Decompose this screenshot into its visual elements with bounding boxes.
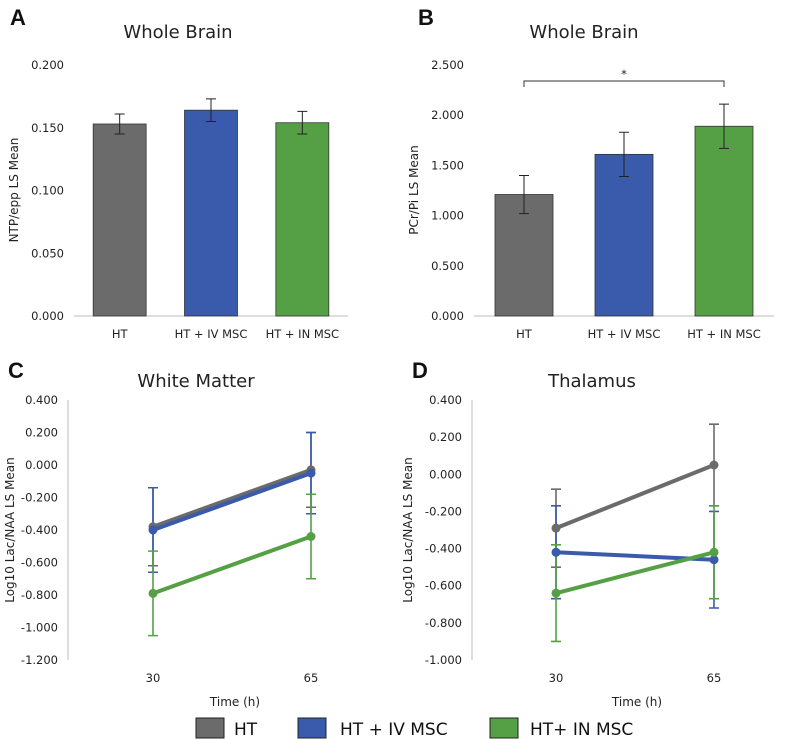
panel-letter-d: D <box>412 358 428 383</box>
chart-title-b: Whole Brain <box>529 22 638 43</box>
y-tick-label-b: 2.000 <box>431 108 464 122</box>
series-line-ht-d <box>554 463 716 531</box>
point-in-30-c <box>148 588 158 598</box>
y-tick-label-d: -1.000 <box>425 653 462 667</box>
point-iv-65-d <box>709 555 719 565</box>
chart-title-c: White Matter <box>137 371 255 392</box>
chart-title-a: Whole Brain <box>123 22 232 43</box>
y-tick-label-d: 0.400 <box>429 393 462 407</box>
series-line-iv-c <box>151 471 313 532</box>
legend: HT HT + IV MSC HT+ IN MSC <box>195 717 633 740</box>
y-tick-label-c: -1.200 <box>21 653 58 667</box>
y-axis-label-d: Log10 Lac/NAA LS Mean <box>401 457 415 603</box>
y-tick-label-a: 0.150 <box>31 121 64 135</box>
point-iv-30-d <box>551 547 561 557</box>
y-tick-label-b: 0.000 <box>431 309 464 323</box>
y-tick-label-a: 0.100 <box>31 184 64 198</box>
bar-chart-b: 0.000 0.500 1.000 1.500 2.000 2.500 HT HT + IV … <box>431 58 774 341</box>
error-bar-in-a <box>297 110 308 135</box>
x-axis-label-d: Time (h) <box>611 695 662 709</box>
y-axis-label-c: Log10 Lac/NAA LS Mean <box>3 457 17 603</box>
significance-star-b: * <box>621 67 627 81</box>
bar-in-a <box>275 122 330 317</box>
line-chart-c: -1.200 -1.000 -0.800 -0.600 -0.400 -0.200 0.00… <box>21 393 318 685</box>
series-line-ht-c <box>151 467 313 529</box>
y-tick-label-d: -0.800 <box>425 616 462 630</box>
y-tick-label-d: 0.200 <box>429 430 462 444</box>
y-tick-label-a: 0.050 <box>31 246 64 260</box>
y-tick-label-c: 0.400 <box>25 393 58 407</box>
legend-label-in: HT+ IN MSC <box>530 720 633 740</box>
y-tick-label-c: 0.000 <box>25 458 58 472</box>
y-tick-label-a: 0.200 <box>31 58 64 72</box>
y-tick-label-c: -0.200 <box>21 491 58 505</box>
panel-letter-a: A <box>10 5 26 30</box>
error-bar-in-b <box>719 103 729 149</box>
x-tick-label-in-a: HT + IN MSC <box>266 327 340 341</box>
y-tick-label-c: -0.600 <box>21 556 58 570</box>
y-tick-label-d: 0.000 <box>429 467 462 481</box>
legend-swatch-in <box>489 717 519 739</box>
x-tick-label-iv-a: HT + IV MSC <box>175 327 248 341</box>
x-tick-label-ht-a: HT <box>112 327 129 341</box>
panel-letter-c: C <box>8 358 24 383</box>
bar-chart-a: 0.000 0.050 0.100 0.150 0.200 HT HT + IV MSC HT… <box>31 58 348 341</box>
y-tick-label-c: -1.000 <box>21 621 58 635</box>
y-tick-label-d: -0.400 <box>425 542 462 556</box>
chart-title-d: Thalamus <box>547 371 636 392</box>
point-iv-30-c <box>148 525 158 535</box>
legend-label-iv: HT + IV MSC <box>340 720 448 740</box>
y-tick-label-b: 2.500 <box>431 58 464 72</box>
y-axis-label-a: NTP/epp LS Mean <box>7 138 21 243</box>
y-tick-label-c: -0.400 <box>21 523 58 537</box>
y-tick-label-d: -0.200 <box>425 504 462 518</box>
significance-bracket-b <box>523 80 725 87</box>
bar-iv-a <box>184 109 238 317</box>
x-tick-label-30-d: 30 <box>549 671 564 685</box>
bar-in-b <box>694 125 754 317</box>
error-bar-ht-a <box>114 113 125 135</box>
x-tick-label-iv-b: HT + IV MSC <box>588 327 661 341</box>
x-tick-label-65-c: 65 <box>304 671 319 685</box>
point-in-65-d <box>709 547 719 557</box>
legend-swatch-ht <box>195 717 225 739</box>
bar-iv-b <box>594 153 654 317</box>
point-in-30-d <box>551 588 561 598</box>
x-axis-label-c: Time (h) <box>209 695 260 709</box>
x-tick-label-ht-b: HT <box>516 327 533 341</box>
line-chart-d: -1.000 -0.800 -0.600 -0.400 -0.200 0.000 0.200… <box>425 393 721 685</box>
y-tick-label-d: -0.600 <box>425 579 462 593</box>
y-tick-label-b: 0.500 <box>431 259 464 273</box>
y-tick-label-c: -0.800 <box>21 588 58 602</box>
point-ht-30-d <box>551 523 561 533</box>
bar-ht-a <box>92 123 147 317</box>
y-axis-label-b: PCr/Pi LS Mean <box>407 145 421 235</box>
point-in-65-c <box>306 532 316 541</box>
bar-ht-b <box>494 194 554 317</box>
y-tick-label-b: 1.000 <box>431 209 464 223</box>
y-tick-label-a: 0.000 <box>31 309 64 323</box>
point-iv-65-c <box>306 468 316 478</box>
legend-swatch-iv <box>297 717 327 739</box>
legend-label-ht: HT <box>234 720 258 740</box>
x-tick-label-65-d: 65 <box>707 671 722 685</box>
point-ht-65-d <box>709 460 719 470</box>
error-bar-ht-b <box>519 174 529 215</box>
y-tick-label-c: 0.200 <box>25 426 58 440</box>
x-tick-label-30-c: 30 <box>146 671 161 685</box>
panel-letter-b: B <box>418 5 434 30</box>
error-bar-iv-b <box>619 131 629 177</box>
series-line-in-d <box>554 550 716 596</box>
y-tick-label-b: 1.500 <box>431 158 464 172</box>
error-bar-iv-a <box>206 98 216 122</box>
x-tick-label-in-b: HT + IN MSC <box>687 327 761 341</box>
series-line-in-c <box>151 534 313 596</box>
